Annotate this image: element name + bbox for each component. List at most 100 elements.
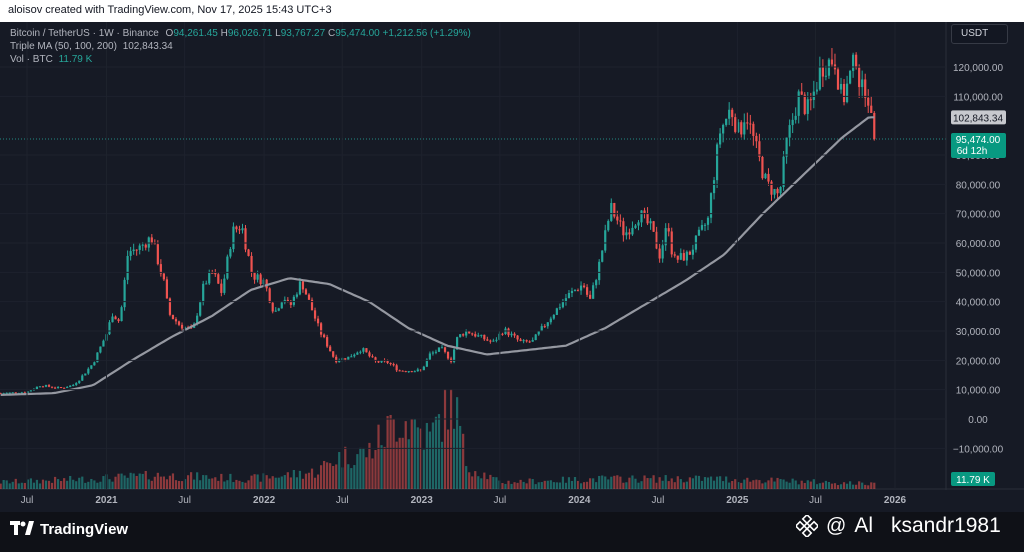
currency-button[interactable]: USDT bbox=[951, 24, 1008, 44]
candle-body bbox=[643, 210, 646, 214]
volume-bar bbox=[833, 483, 837, 489]
candle-body bbox=[223, 278, 226, 293]
candle-body bbox=[770, 181, 773, 195]
volume-bar bbox=[108, 479, 111, 489]
volume-bar bbox=[492, 477, 495, 489]
candle-body bbox=[646, 213, 649, 224]
candle-body bbox=[452, 349, 456, 362]
volume-bar bbox=[177, 480, 181, 489]
volume-bar bbox=[797, 484, 800, 489]
candle-body bbox=[446, 351, 450, 359]
candle-body bbox=[410, 371, 413, 373]
volume-bar bbox=[806, 480, 809, 489]
volume-bar bbox=[274, 477, 277, 489]
candle-body bbox=[728, 109, 731, 119]
candle-body bbox=[202, 283, 205, 303]
volume-bar bbox=[446, 429, 450, 489]
candle-body bbox=[743, 122, 746, 135]
candle-body bbox=[531, 339, 534, 342]
candle-body bbox=[767, 173, 770, 182]
volume-bar bbox=[44, 480, 48, 489]
candle-body bbox=[99, 346, 102, 353]
volume-bar bbox=[238, 480, 241, 489]
watermark-name-part2: ksandr1981 bbox=[891, 514, 1001, 537]
currency-label: USDT bbox=[961, 28, 989, 39]
volume-bar bbox=[90, 478, 93, 489]
volume-bar bbox=[585, 481, 589, 489]
volume-bar bbox=[824, 480, 828, 489]
candle-body bbox=[0, 393, 2, 395]
volume-bar bbox=[471, 476, 474, 489]
volume-bar bbox=[56, 479, 60, 489]
candle-body bbox=[628, 232, 631, 235]
candle-body bbox=[697, 229, 701, 236]
volume-bar bbox=[38, 483, 42, 489]
volume-bar bbox=[791, 478, 794, 489]
volume-bar bbox=[870, 482, 873, 489]
volume-bar bbox=[649, 478, 652, 489]
candle-body bbox=[722, 124, 725, 134]
volume-bar bbox=[316, 474, 320, 489]
candle-body bbox=[613, 203, 616, 217]
y-tick-label: 110,000.00 bbox=[953, 92, 1003, 103]
volume-bar bbox=[229, 473, 232, 489]
candle-body bbox=[812, 91, 815, 101]
candle-body bbox=[165, 279, 169, 299]
candle-body bbox=[177, 321, 181, 325]
volume-bar bbox=[335, 464, 338, 489]
y-tick-label: 10,000.00 bbox=[956, 386, 1001, 397]
volume-bar bbox=[443, 389, 447, 489]
candle-body bbox=[836, 69, 840, 90]
candle-body bbox=[428, 353, 432, 360]
change-value: +1,212.56 (+1.29%) bbox=[382, 28, 471, 39]
candle-body bbox=[709, 193, 713, 218]
candle-body bbox=[486, 339, 489, 341]
volume-bar bbox=[764, 482, 767, 489]
volume-bar bbox=[489, 474, 492, 489]
open-value: 94,261.45 bbox=[173, 28, 218, 39]
volume-bar bbox=[661, 480, 664, 489]
volume-bar bbox=[625, 482, 628, 489]
candle-body bbox=[655, 231, 658, 249]
volume-bar bbox=[582, 482, 586, 489]
candle-body bbox=[715, 144, 719, 181]
candle-body bbox=[712, 180, 716, 194]
volume-bar bbox=[398, 437, 401, 489]
candle-body bbox=[800, 91, 803, 95]
candle-body bbox=[758, 141, 761, 157]
candle-body bbox=[253, 271, 256, 280]
candle-body bbox=[640, 210, 643, 223]
candle-body bbox=[353, 354, 356, 357]
candle-body bbox=[873, 112, 876, 139]
chart-area[interactable] bbox=[0, 22, 1024, 512]
volume-bar bbox=[622, 482, 625, 489]
volume-bar bbox=[770, 477, 773, 489]
low-label: L bbox=[275, 28, 281, 39]
volume-bar bbox=[356, 454, 359, 489]
price-chart[interactable]: 120,000.00110,000.0090,000.0080,000.0070… bbox=[0, 22, 1024, 512]
candle-body bbox=[356, 352, 359, 355]
candle-body bbox=[120, 307, 123, 322]
candle-body bbox=[543, 326, 546, 328]
volume-bar bbox=[259, 481, 262, 489]
candle-body bbox=[619, 220, 622, 222]
volume-bar bbox=[407, 439, 410, 489]
volume-bar bbox=[114, 476, 117, 489]
volume-bar bbox=[504, 483, 507, 489]
candle-body bbox=[56, 387, 60, 389]
volume-bar bbox=[147, 479, 150, 489]
candle-body bbox=[90, 365, 93, 369]
watermark-name-part1: Al bbox=[854, 514, 873, 537]
volume-bar bbox=[329, 463, 332, 489]
volume-bar bbox=[852, 484, 855, 489]
volume-bar bbox=[440, 441, 444, 489]
volume-bar bbox=[323, 460, 326, 489]
candle-body bbox=[573, 290, 577, 292]
candle-body bbox=[404, 371, 407, 373]
candle-body bbox=[180, 324, 184, 329]
volume-bar bbox=[861, 482, 864, 489]
volume-bar bbox=[830, 483, 834, 489]
tradingview-logo[interactable]: TradingView bbox=[10, 520, 128, 539]
candle-body bbox=[703, 224, 707, 226]
volume-bar bbox=[673, 482, 676, 489]
